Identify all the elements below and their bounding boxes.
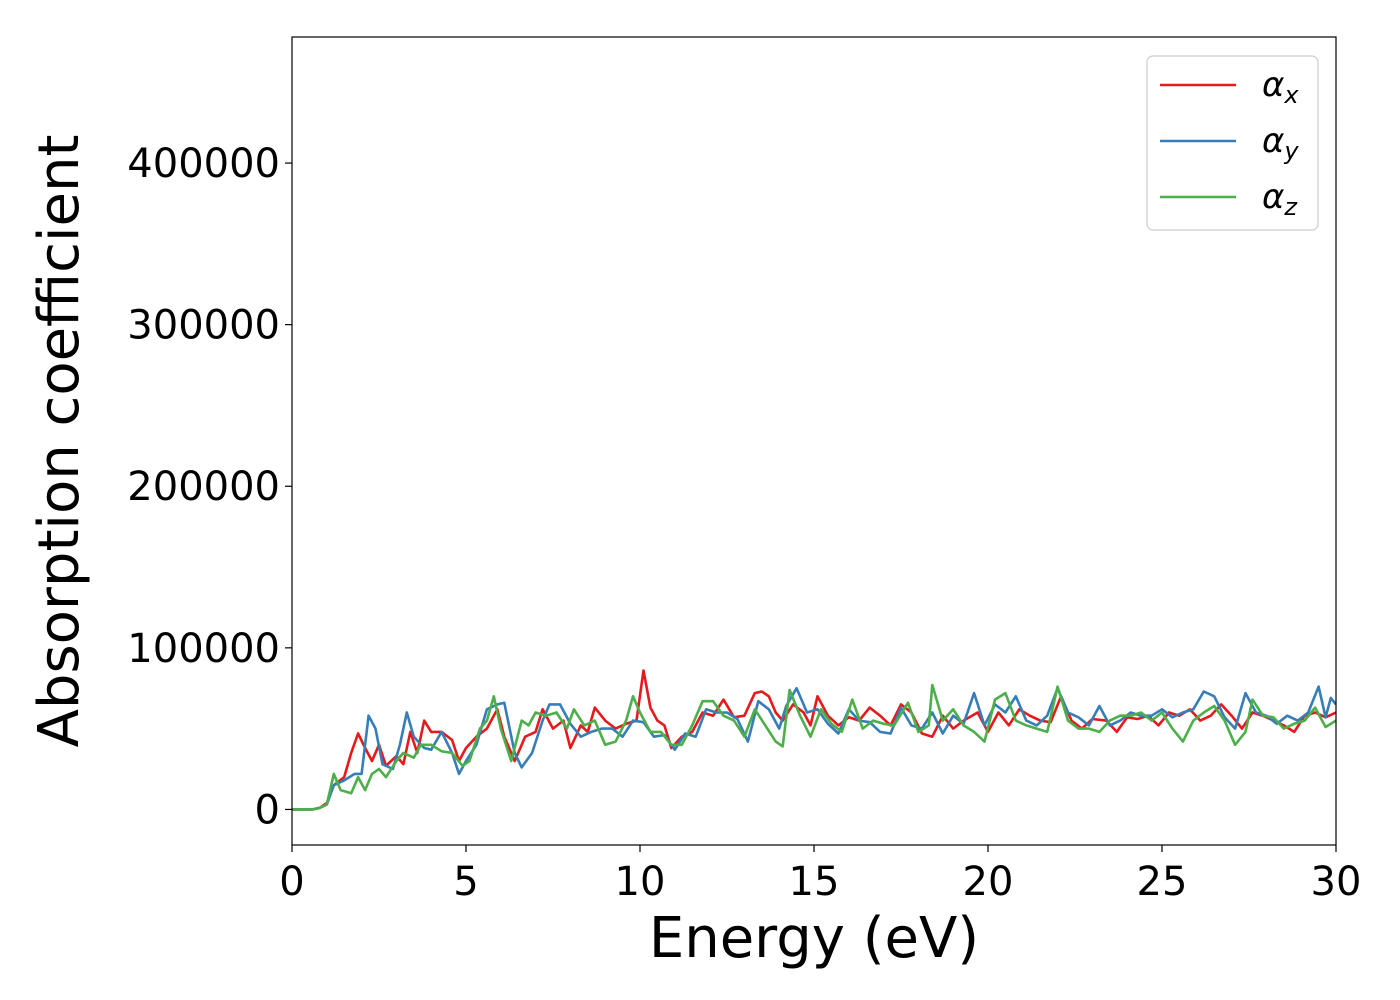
x-tick-label: 20 xyxy=(963,859,1014,905)
x-tick-label: 30 xyxy=(1311,859,1362,905)
legend-label-x: αx xyxy=(1262,65,1299,109)
legend-box xyxy=(1146,55,1319,231)
x-tick-label: 10 xyxy=(615,859,666,905)
x-axis-title: Energy (eV) xyxy=(649,906,979,971)
y-tick-label: 400000 xyxy=(127,141,280,187)
x-tick-label: 15 xyxy=(789,859,840,905)
legend-label-y: αy xyxy=(1262,121,1299,165)
x-tick-label: 5 xyxy=(453,859,478,905)
y-tick-label: 0 xyxy=(255,787,280,833)
y-tick-label: 100000 xyxy=(127,626,280,672)
x-tick-label: 25 xyxy=(1137,859,1188,905)
x-tick-label: 0 xyxy=(279,859,304,905)
plot-lines xyxy=(292,669,1336,811)
series-line-z xyxy=(292,683,1336,811)
x-axis-ticks: 0 5 10 15 20 25 30 xyxy=(279,845,1361,905)
y-tick-label: 300000 xyxy=(127,303,280,349)
y-tick-label: 200000 xyxy=(127,464,280,510)
y-axis-ticks: 0 100000 200000 300000 400000 xyxy=(127,141,292,833)
y-axis-title: Absorption coefficient xyxy=(27,135,92,748)
